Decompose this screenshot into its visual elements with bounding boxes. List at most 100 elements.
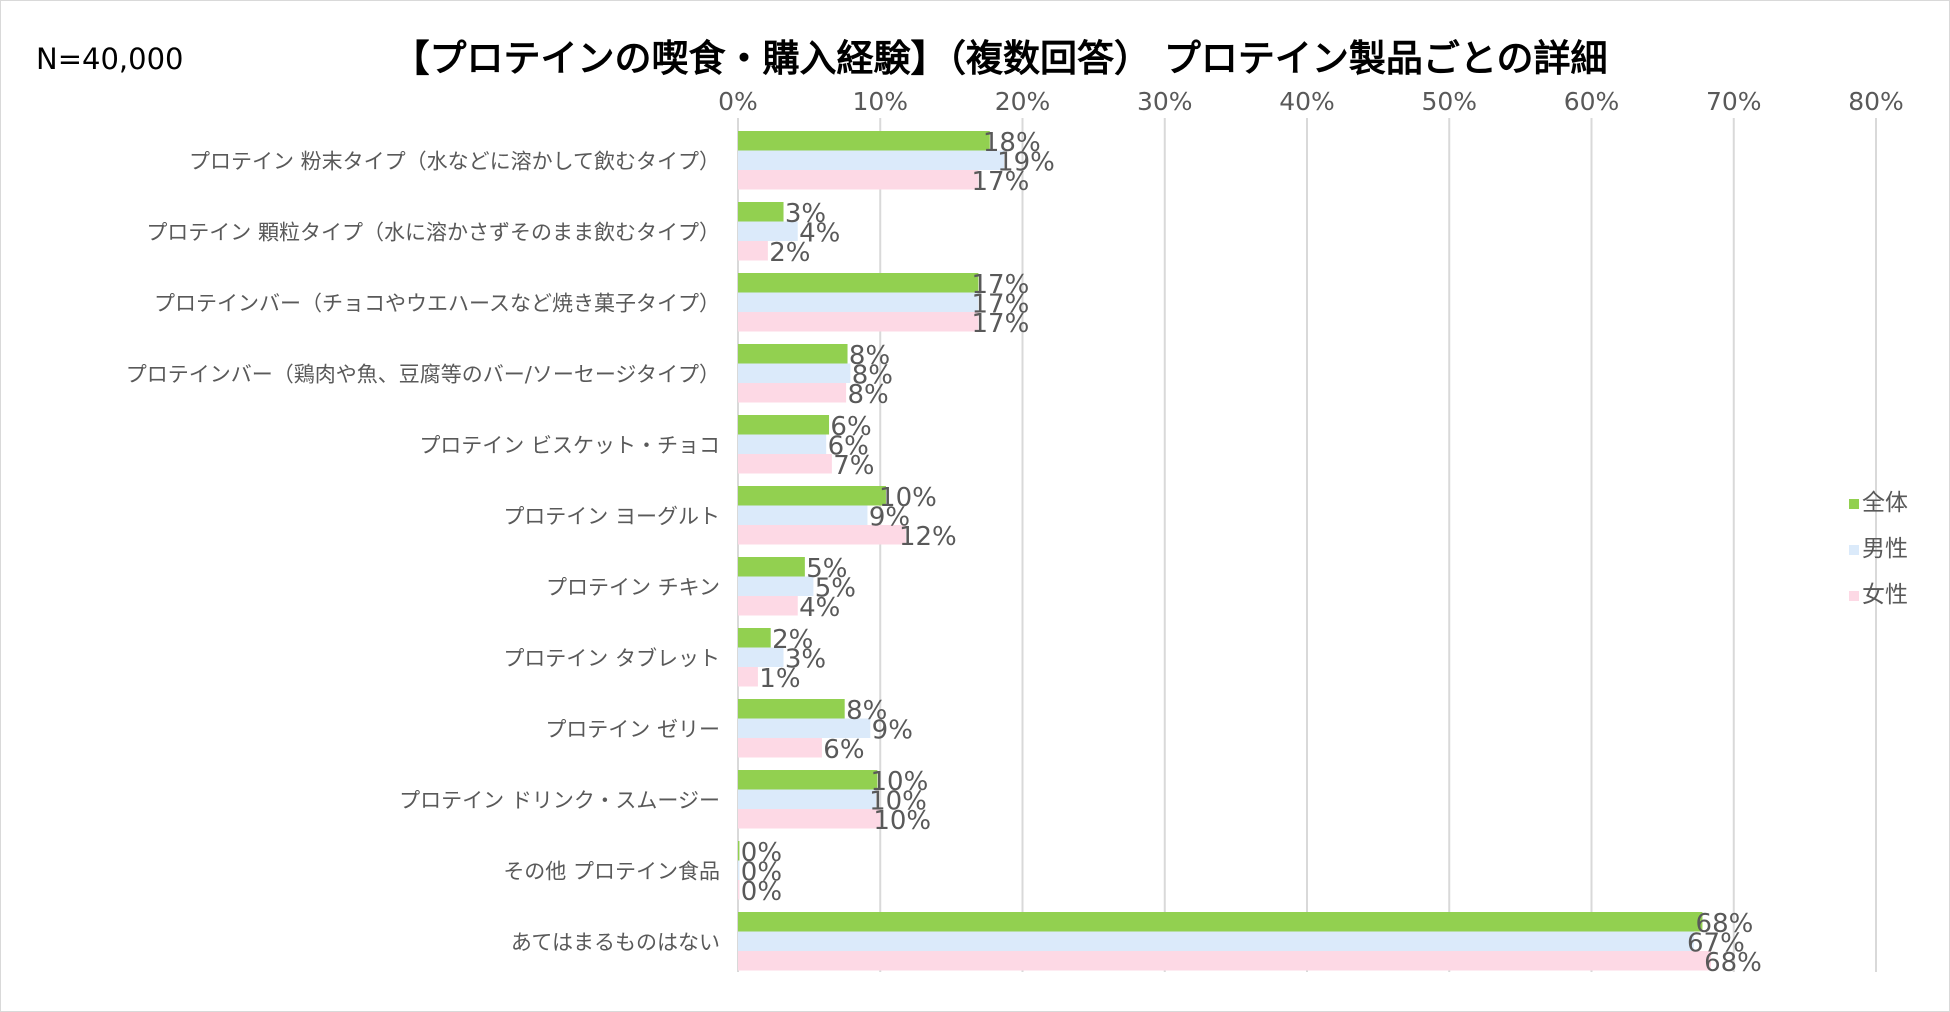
data-label: 4% — [799, 218, 840, 248]
x-tick-label: 10% — [852, 87, 908, 116]
bar — [738, 596, 798, 616]
bar — [738, 505, 868, 525]
bar — [738, 221, 798, 241]
data-label: 67% — [1687, 928, 1745, 958]
bars — [738, 131, 1711, 971]
legend-label: 全体 — [1862, 490, 1908, 516]
category-label: プロテイン タブレット — [503, 646, 720, 670]
bar — [738, 486, 886, 506]
data-label: 19% — [997, 147, 1055, 177]
legend-swatch — [1849, 499, 1859, 509]
category-label: プロテインバー（チョコやウエハースなど焼き菓子タイプ） — [154, 291, 720, 315]
data-label: 17% — [972, 270, 1030, 300]
data-label: 12% — [899, 522, 957, 552]
bar — [738, 718, 871, 738]
bar — [738, 738, 822, 758]
data-label: 8% — [852, 360, 893, 390]
x-tick-label: 80% — [1848, 87, 1904, 116]
x-tick-label: 20% — [995, 87, 1051, 116]
bar — [738, 667, 758, 687]
data-label: 8% — [846, 696, 887, 726]
bar — [738, 647, 784, 667]
category-labels: プロテイン 粉末タイプ（水などに溶かして飲むタイプ） プロテイン 顆粒タイプ（水に… — [126, 149, 720, 954]
bar — [738, 628, 771, 648]
x-tick-labels: 0% 10% 20% 30% 40% 50% 60% 70% 80% — [718, 87, 1904, 116]
x-tick-label: 50% — [1421, 87, 1477, 116]
legend-swatch — [1849, 545, 1859, 555]
data-label: 17% — [972, 309, 1030, 339]
bar — [738, 131, 990, 151]
data-label: 6% — [823, 735, 864, 765]
bar — [738, 931, 1694, 951]
data-label: 10% — [879, 483, 937, 513]
chart-title: 【プロテインの喫食・購入経験】（複数回答） プロテイン製品ごとの詳細 — [392, 37, 1607, 80]
legend-swatch — [1849, 591, 1859, 601]
bar — [738, 434, 827, 454]
sample-size-note: N=40,000 — [36, 42, 183, 76]
data-label: 17% — [972, 289, 1030, 319]
data-label: 9% — [869, 502, 910, 532]
data-label: 5% — [806, 554, 847, 584]
data-label: 6% — [828, 431, 869, 461]
category-label: あてはまるものはない — [511, 930, 720, 954]
data-labels: 18%3%17%8%6%10%5%2%8%10%0%68%19%4%17%8%6… — [741, 128, 1762, 978]
bar — [738, 363, 851, 383]
data-label: 8% — [847, 380, 888, 410]
data-label: 68% — [1696, 909, 1754, 939]
data-label: 8% — [849, 341, 890, 371]
category-label: プロテインバー（鶏肉や魚、豆腐等のバー/ソーセージタイプ） — [126, 362, 720, 386]
x-tick-label: 30% — [1137, 87, 1193, 116]
data-label: 0% — [741, 838, 782, 868]
bar — [738, 170, 979, 190]
bar — [738, 273, 979, 293]
bar — [738, 841, 740, 861]
bar — [738, 415, 830, 435]
legend-label: 男性 — [1862, 536, 1908, 562]
data-label: 3% — [785, 199, 826, 229]
data-label: 10% — [871, 767, 929, 797]
category-label: プロテイン ヨーグルト — [503, 504, 720, 528]
bar — [738, 454, 832, 474]
bar — [738, 292, 979, 312]
bar — [738, 770, 878, 790]
data-label: 5% — [815, 573, 856, 603]
category-label: プロテイン 粉末タイプ（水などに溶かして飲むタイプ） — [189, 149, 720, 173]
data-label: 10% — [873, 806, 931, 836]
bar — [738, 525, 906, 545]
bar — [738, 699, 845, 719]
bar — [738, 809, 881, 829]
data-label: 0% — [741, 857, 782, 887]
category-label: プロテイン ビスケット・チョコ — [419, 433, 720, 457]
data-label: 0% — [741, 877, 782, 907]
data-label: 2% — [772, 625, 813, 655]
bar — [738, 576, 814, 596]
data-label: 7% — [833, 451, 874, 481]
bar — [738, 312, 979, 332]
data-label: 17% — [972, 167, 1030, 197]
data-label: 18% — [983, 128, 1041, 158]
category-label: プロテイン 顆粒タイプ（水に溶かさずそのまま飲むタイプ） — [146, 220, 720, 244]
data-label: 2% — [769, 238, 810, 268]
bar — [738, 344, 848, 364]
data-label: 1% — [759, 664, 800, 694]
category-label: プロテイン ドリンク・スムージー — [399, 788, 720, 812]
bar — [738, 912, 1703, 932]
x-tick-label: 60% — [1564, 87, 1620, 116]
data-label: 4% — [799, 593, 840, 623]
bar — [738, 789, 876, 809]
x-tick-label: 0% — [718, 87, 758, 116]
data-label: 3% — [785, 644, 826, 674]
bar — [738, 860, 740, 880]
bar — [738, 383, 847, 403]
bar — [738, 241, 768, 261]
x-tick-label: 70% — [1706, 87, 1762, 116]
bar — [738, 150, 1005, 170]
data-label: 10% — [869, 786, 927, 816]
category-label: プロテイン チキン — [546, 575, 720, 599]
bar — [738, 880, 740, 900]
data-label: 6% — [830, 412, 871, 442]
bar — [738, 951, 1711, 971]
data-label: 68% — [1704, 948, 1762, 978]
